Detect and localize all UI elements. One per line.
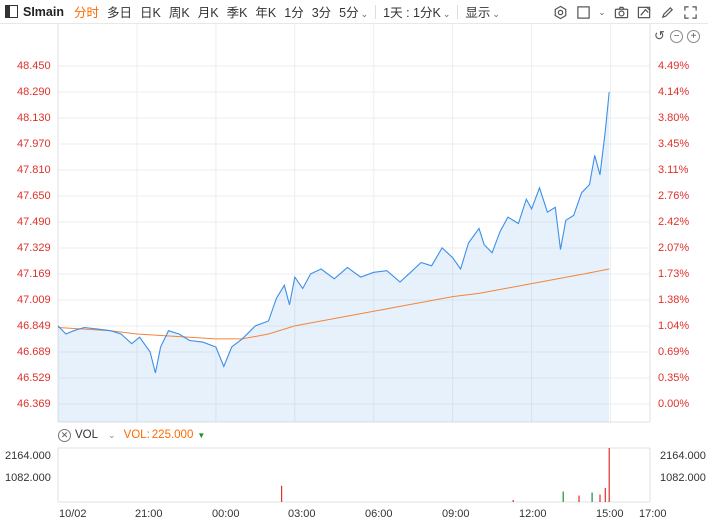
chart-controls: ↺ − + [653,28,700,43]
undo-icon[interactable]: ↺ [654,28,665,43]
timeframe-multi-day[interactable]: 多日 [107,6,133,20]
percent-tick: 3.45% [658,138,690,150]
time-tick: 00:00 [212,508,240,520]
price-tick: 46.529 [17,372,51,384]
price-tick: 48.130 [17,112,51,124]
percent-tick: 1.04% [658,320,690,332]
volume-bar [578,495,580,502]
price-tick: 46.689 [17,346,51,358]
price-tick: 47.650 [17,190,51,202]
edit-image-icon[interactable] [636,4,652,20]
price-area [58,92,610,422]
percent-tick: 2.42% [658,216,690,228]
volume-bar [591,492,593,502]
time-tick: 21:00 [135,508,163,520]
volume-bar [599,494,601,502]
timeframe-5min-label: 5分 [339,6,359,20]
timeframe-monthly[interactable]: 月K [197,6,219,20]
average-line [57,268,610,340]
volume-bar [562,491,564,502]
zoom-in-icon[interactable]: + [687,30,700,43]
toolbar-left: SImain 分时 多日 日K 周K 月K 季K 年K 1分 3分 5分 ⌄ 1天… [0,0,504,24]
range-label: 1天 : 1分K [383,6,441,20]
square-icon[interactable] [575,4,591,20]
timeframe-1min[interactable]: 1分 [284,6,304,20]
chevron-down-icon[interactable]: ⌄ [598,6,606,17]
volume-tick: 2164.000 [660,450,706,462]
volume-bar [512,500,514,502]
price-line [57,91,610,374]
price-tick: 46.369 [17,398,51,410]
percent-tick: 1.73% [658,268,690,280]
camera-icon[interactable] [613,4,629,20]
percent-tick: 0.35% [658,372,690,384]
percent-tick: 3.80% [658,112,690,124]
zoom-out-icon[interactable]: − [670,30,683,43]
toolbar-divider [457,4,459,19]
time-tick: 03:00 [288,508,316,520]
close-icon[interactable]: ✕ [58,428,71,442]
chevron-down-icon: ⌄ [492,9,500,19]
symbol-label[interactable]: SImain [23,4,64,19]
volume-tick: 1082.000 [5,472,51,484]
panel-toggle-icon[interactable] [5,5,18,18]
volume-bar [604,488,606,502]
display-label: 显示 [465,6,491,20]
range-dropdown[interactable]: 1天 : 1分K ⌄ [379,2,454,21]
gear-icon[interactable] [552,4,568,20]
volume-value: 225.000 [151,429,194,441]
price-tick: 48.450 [17,60,51,72]
timeframe-3min[interactable]: 3分 [311,6,332,20]
time-tick: 06:00 [365,508,393,520]
percent-tick: 4.49% [658,60,690,72]
volume-legend: ✕ VOL ⌄ VOL: 225.000 ▼ [58,426,650,444]
volume-bar [281,485,283,502]
chevron-down-icon: ⌄ [360,9,369,19]
timeframe-quarterly[interactable]: 季K [226,6,248,20]
percent-tick: 4.14% [658,86,690,98]
toolbar-divider [375,4,377,19]
price-tick: 47.169 [17,268,51,280]
chevron-down-icon[interactable]: ⌄ [108,429,116,440]
timeframe-weekly[interactable]: 周K [168,6,190,20]
timeframe-yearly[interactable]: 年K [255,6,277,20]
display-dropdown[interactable]: 显示 ⌄ [461,2,504,21]
timeframe-5min-dropdown[interactable]: 5分 ⌄ [335,2,372,21]
price-tick: 47.009 [17,294,51,306]
chevron-down-icon: ⌄ [442,9,451,19]
percent-tick: 2.07% [658,242,690,254]
timeframe-daily[interactable]: 日K [140,6,161,20]
chart-toolbar: SImain 分时 多日 日K 周K 月K 季K 年K 1分 3分 5分 ⌄ 1天… [0,0,708,24]
time-tick: 17:00 [639,508,667,520]
price-tick: 47.329 [17,242,51,254]
time-tick: 09:00 [442,508,470,520]
percent-tick: 3.11% [658,164,689,176]
volume-tick: 1082.000 [660,472,706,484]
price-tick: 47.490 [17,216,51,228]
time-tick: 12:00 [519,508,547,520]
volume-tick: 2164.000 [5,450,51,462]
grid [57,24,651,503]
price-tick: 47.970 [17,138,51,150]
time-tick: 10/02 [59,508,87,520]
time-tick: 15:00 [596,508,624,520]
percent-tick: 2.76% [658,190,690,202]
triangle-down-icon: ▼ [197,430,206,440]
price-tick: 48.290 [17,86,51,98]
pencil-icon[interactable] [659,4,675,20]
volume-bars [281,448,610,502]
percent-tick: 0.69% [658,346,690,358]
price-tick: 47.810 [17,164,51,176]
percent-tick: 0.00% [658,398,690,410]
timeframe-intraday[interactable]: 分时 [74,6,100,20]
price-tick: 46.849 [17,320,51,332]
volume-bar [608,448,610,502]
toolbar-icons: ⌄ [552,4,698,20]
percent-tick: 1.38% [658,294,690,306]
volume-indicator-name[interactable]: VOL [75,429,99,441]
fullscreen-icon[interactable] [682,4,698,20]
volume-key-label: VOL: [123,429,150,441]
